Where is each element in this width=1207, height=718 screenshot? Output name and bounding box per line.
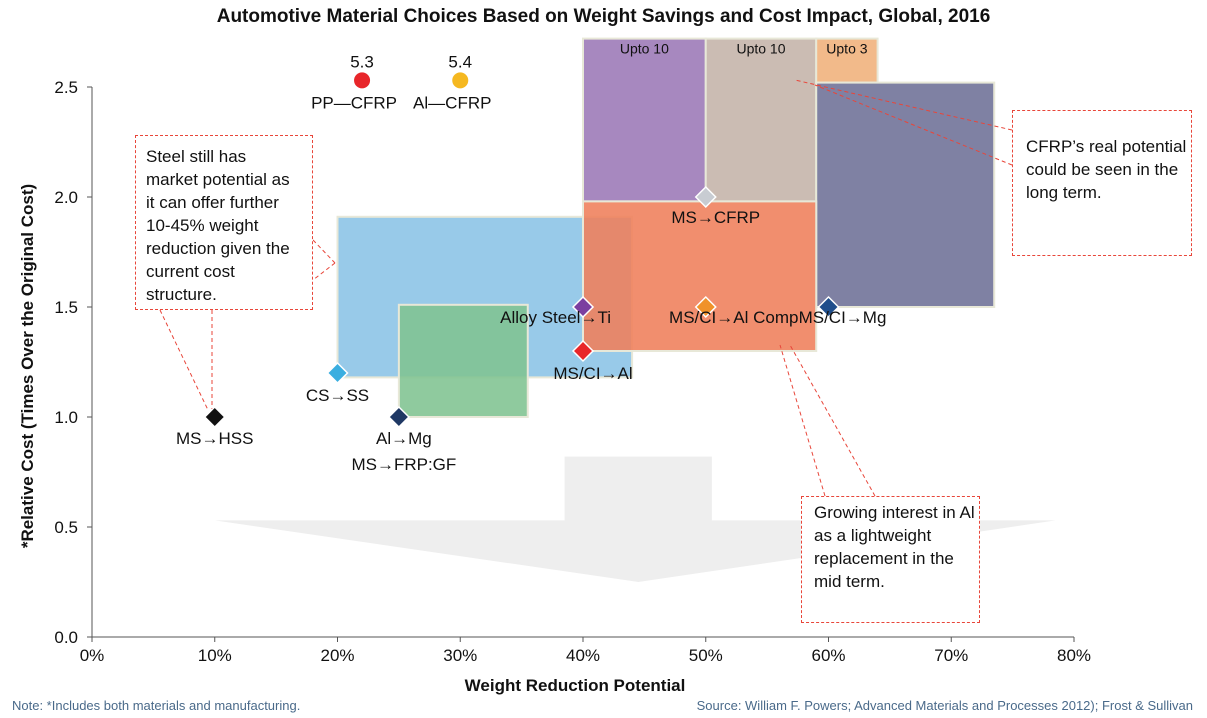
leader-line: [312, 262, 336, 281]
offscale-point-value: 5.4: [448, 52, 472, 71]
data-point-label: MS→FRP:GF: [351, 455, 456, 474]
range-box-label-3: Upto 10: [736, 41, 785, 57]
leader-line: [159, 309, 209, 411]
leader-line: [789, 344, 876, 497]
data-point-label: CS→SS: [306, 386, 369, 405]
range-box-label-4: Upto 3: [826, 41, 867, 57]
x-tick-label: 30%: [443, 646, 477, 665]
y-tick-label: 1.5: [54, 298, 78, 317]
callout-steel-text: Steel still has market potential as it c…: [146, 147, 290, 304]
leader-line: [779, 344, 826, 497]
range-box-1: [397, 303, 529, 418]
callout-steel: Steel still has market potential as it c…: [135, 135, 313, 310]
data-point-marker: [203, 405, 226, 429]
range-box-label-2: Upto 10: [620, 41, 669, 57]
x-tick-label: 20%: [320, 646, 354, 665]
y-tick-label: 1.0: [54, 408, 78, 427]
data-point-label: Alloy Steel→Ti: [500, 308, 611, 327]
data-point-marker: [326, 361, 349, 385]
x-axis-label: Weight Reduction Potential: [465, 676, 686, 695]
offscale-point-marker: [452, 72, 469, 89]
y-tick-label: 2.5: [54, 78, 78, 97]
data-point-marker: [571, 295, 595, 319]
callout-al: Growing interest in Al as a lightweight …: [801, 496, 980, 623]
y-tick-label: 2.0: [54, 188, 78, 207]
x-tick-label: 70%: [934, 646, 968, 665]
x-tick-label: 10%: [198, 646, 232, 665]
source-note: Source: William F. Powers; Advanced Mate…: [696, 698, 1193, 713]
data-point-marker: [571, 339, 595, 363]
x-tick-label: 60%: [811, 646, 845, 665]
range-box-5: [815, 81, 996, 308]
offscale-point-label: PP—CFRP: [311, 93, 397, 112]
x-tick-label: 0%: [80, 646, 105, 665]
leader-line: [794, 79, 1013, 131]
data-point-label: MS/CI→Al: [553, 364, 632, 383]
data-point-label: MS/CI→Al Comp: [669, 308, 798, 327]
range-box-2: [582, 37, 707, 203]
callout-cfrp: CFRP’s real potential could be seen in t…: [1012, 110, 1192, 256]
x-tick-label: 50%: [689, 646, 723, 665]
y-tick-label: 0.5: [54, 518, 78, 537]
leader-line: [312, 239, 336, 264]
x-tick-label: 80%: [1057, 646, 1091, 665]
y-axis-label: *Relative Cost (Times Over the Original …: [18, 184, 37, 548]
offscale-point-label: Al—CFRP: [413, 93, 491, 112]
range-box-4: [815, 37, 879, 84]
data-point-marker: [694, 295, 717, 319]
offscale-point-marker: [354, 72, 371, 89]
footnote: Note: *Includes both materials and manuf…: [12, 698, 301, 713]
range-box-3: [704, 37, 818, 203]
data-point-marker: [817, 295, 840, 319]
data-point-label: MS/CI→Mg: [799, 308, 887, 327]
callout-al-text: Growing interest in Al as a lightweight …: [814, 503, 975, 591]
data-point-marker: [694, 185, 717, 209]
data-point-marker: [387, 405, 410, 429]
data-point-label: MS→CFRP: [671, 208, 760, 227]
chart-title: Automotive Material Choices Based on Wei…: [216, 6, 991, 27]
leader-line: [814, 84, 1013, 166]
x-tick-label: 40%: [566, 646, 600, 665]
data-point-label: Al→Mg: [376, 429, 432, 448]
offscale-point-value: 5.3: [350, 52, 374, 71]
data-point-label: MS→HSS: [176, 429, 253, 448]
y-tick-label: 0.0: [54, 628, 78, 647]
callout-cfrp-text: CFRP’s real potential could be seen in t…: [1026, 137, 1187, 202]
range-box-6: [582, 200, 818, 352]
